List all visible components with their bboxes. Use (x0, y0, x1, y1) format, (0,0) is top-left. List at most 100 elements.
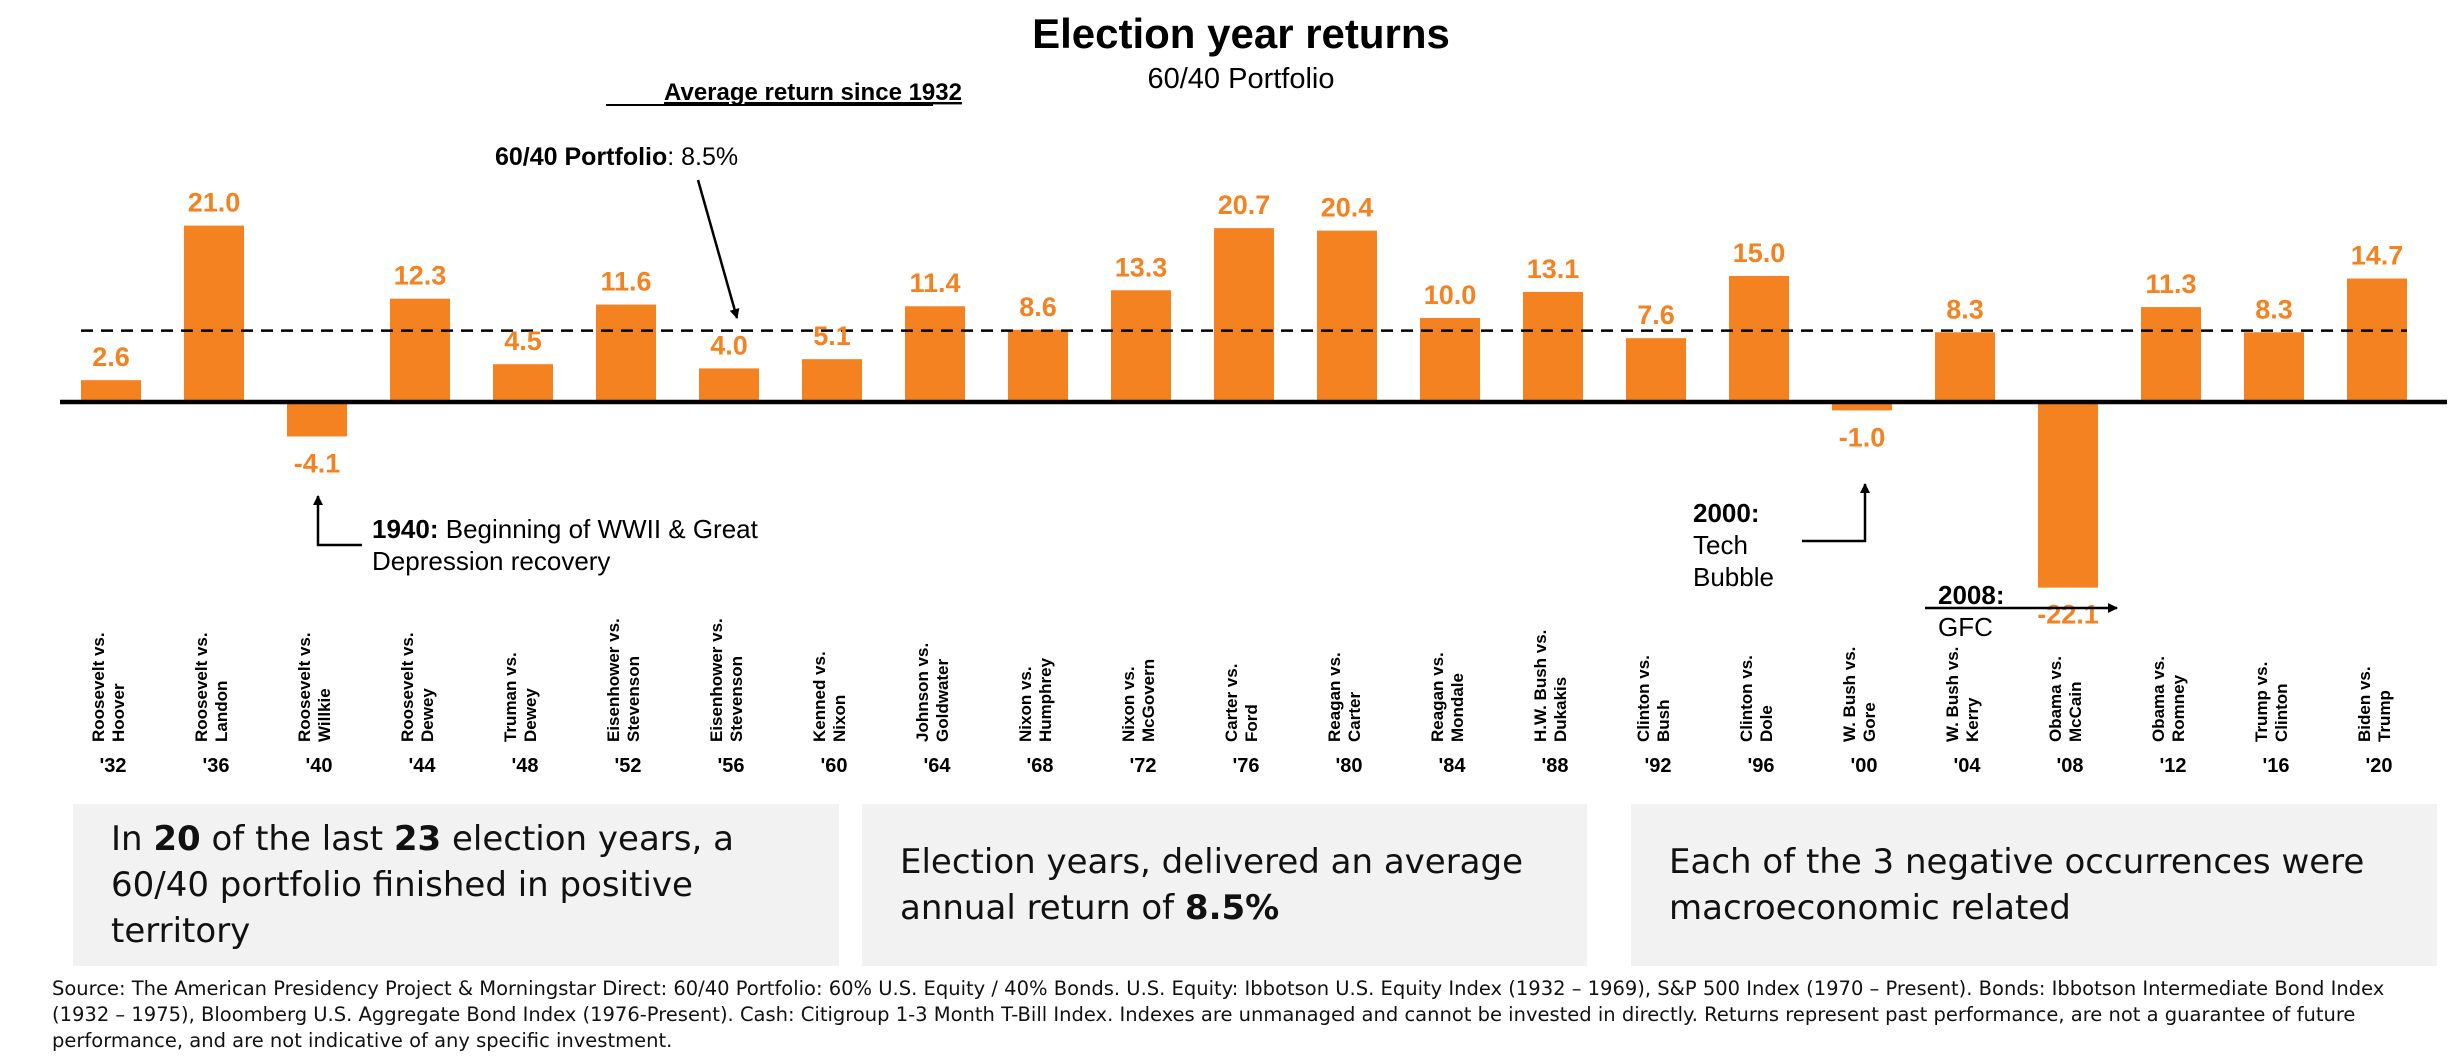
callout-text-3: Each of the 3 negative occurrences were … (1669, 839, 2399, 931)
matchup-label-13-b: Mondale (1448, 673, 1467, 742)
matchup-label-22-b: Trump (2375, 690, 2394, 742)
value-label-9: 8.6 (1019, 292, 1057, 322)
bar-3 (390, 298, 450, 402)
matchup-label-2-b: Willkie (315, 688, 334, 742)
callout-1-part-1: 20 (153, 819, 201, 859)
bar-0 (81, 380, 141, 402)
matchup-label-0-a: Roosevelt vs. (89, 632, 108, 742)
matchup-label-21-a: Trump vs. (2252, 662, 2271, 742)
matchup-label-1-b: Landon (212, 681, 231, 742)
year-label-21: '16 (2262, 755, 2289, 777)
bar-19 (2038, 402, 2098, 588)
year-label-22: '20 (2365, 755, 2392, 777)
matchup-label-7-b: Nixon (830, 695, 849, 742)
year-label-16: '96 (1747, 755, 1774, 777)
bar-15 (1626, 338, 1686, 402)
value-label-8: 11.4 (909, 268, 960, 298)
value-label-7: 5.1 (813, 321, 851, 351)
matchup-label-8-b: Goldwater (933, 658, 952, 742)
matchup-label-10-a: Nixon vs. (1119, 666, 1138, 742)
matchup-label-18-b: Kerry (1963, 697, 1982, 742)
value-label-21: 8.3 (2255, 294, 2293, 324)
bar-9 (1008, 329, 1068, 402)
annotation-2008-line2: GFC (1938, 612, 1993, 642)
callout-2-part-0: Election years, delivered an average ann… (900, 842, 1524, 928)
matchup-label-7-a: Kenned vs. (810, 651, 829, 742)
annotation-1940-bold: 1940: (372, 514, 439, 544)
average-heading: Average return since 1932 (664, 79, 962, 106)
matchup-label-15-a: Clinton vs. (1634, 655, 1653, 742)
bar-14 (1523, 291, 1583, 402)
year-label-0: '32 (99, 755, 126, 777)
matchup-label-16-a: Clinton vs. (1737, 655, 1756, 742)
value-label-3: 12.3 (394, 261, 447, 291)
year-label-3: '44 (408, 755, 436, 777)
value-label-15: 7.6 (1637, 300, 1675, 330)
bar-5 (596, 304, 656, 402)
year-label-1: '36 (202, 755, 229, 777)
source-footnote: Source: The American Presidency Project … (52, 977, 2385, 1052)
bar-2 (287, 402, 347, 437)
matchup-label-22-a: Biden vs. (2355, 666, 2374, 742)
bar-16 (1729, 276, 1789, 402)
matchup-label-12-b: Carter (1345, 692, 1364, 742)
matchup-label-6-b: Stevenson (727, 656, 746, 742)
value-label-4: 4.5 (504, 326, 542, 356)
matchup-label-12-a: Reagan vs. (1325, 652, 1344, 742)
annotation-1940-arrow (313, 495, 362, 547)
matchup-label-21-b: Clinton (2272, 683, 2291, 742)
annotation-2000-arrow (1802, 483, 1870, 543)
year-label-17: '00 (1850, 755, 1877, 777)
annotation-1940-line2: Depression recovery (372, 546, 610, 576)
year-label-9: '68 (1026, 755, 1053, 777)
chart-title: Election year returns (1032, 10, 1450, 57)
matchup-label-14-a: H.W. Bush vs. (1531, 630, 1550, 742)
annotation-1940-text: 1940: Beginning of WWII & Great (372, 514, 759, 544)
matchup-label-1-a: Roosevelt vs. (192, 632, 211, 742)
value-label-18: 8.3 (1946, 294, 1984, 324)
matchup-label-20-a: Obama vs. (2149, 656, 2168, 742)
bar-21 (2244, 332, 2304, 402)
year-label-15: '92 (1644, 755, 1671, 777)
year-label-6: '56 (717, 755, 744, 777)
year-label-20: '12 (2159, 755, 2186, 777)
matchup-label-3-b: Dewey (418, 688, 437, 742)
matchup-label-13-a: Reagan vs. (1428, 652, 1447, 742)
matchup-label-2-a: Roosevelt vs. (295, 632, 314, 742)
callout-text-1: In 20 of the last 23 election years, a 6… (111, 816, 801, 954)
matchup-label-19-a: Obama vs. (2046, 656, 2065, 742)
average-label-value: : 8.5% (667, 143, 738, 171)
annotation-2000-line3: Bubble (1693, 562, 1774, 592)
bar-17 (1832, 402, 1892, 411)
value-label-14: 13.1 (1527, 254, 1580, 284)
bar-4 (493, 364, 553, 402)
bar-13 (1420, 318, 1480, 402)
annotation-2000-year: 2000: (1693, 498, 1760, 528)
bar-20 (2141, 307, 2201, 402)
value-label-13: 10.0 (1424, 280, 1477, 310)
value-label-19: -22.1 (2037, 600, 2099, 630)
callout-box-1: In 20 of the last 23 election years, a 6… (73, 804, 839, 966)
matchup-label-19-b: McCain (2066, 682, 2085, 742)
year-label-10: '72 (1129, 755, 1156, 777)
value-label-16: 15.0 (1733, 238, 1786, 268)
value-label-0: 2.6 (92, 342, 130, 372)
bar-12 (1317, 230, 1377, 402)
callout-1-part-2: of the last (200, 819, 394, 859)
callout-3-part-0: Each of the 3 negative occurrences were … (1669, 842, 2365, 928)
matchup-label-3-a: Roosevelt vs. (398, 632, 417, 742)
callout-1-part-4: election years, a 60/40 portfolio finish… (111, 819, 734, 951)
value-label-6: 4.0 (710, 330, 748, 360)
year-label-18: '04 (1953, 755, 1981, 777)
value-label-17: -1.0 (1839, 422, 1886, 452)
matchup-label-11-a: Carter vs. (1222, 664, 1241, 742)
bar-6 (699, 368, 759, 402)
chart-subtitle: 60/40 Portfolio (1147, 63, 1334, 95)
matchup-label-4-a: Truman vs. (501, 652, 520, 742)
callout-text-2: Election years, delivered an average ann… (900, 839, 1549, 931)
year-label-13: '84 (1438, 755, 1466, 777)
matchup-label-11-b: Ford (1242, 704, 1261, 742)
matchup-label-0-b: Hoover (109, 683, 128, 742)
value-label-5: 11.6 (600, 267, 651, 297)
matchup-label-14-b: Dukakis (1551, 677, 1570, 742)
